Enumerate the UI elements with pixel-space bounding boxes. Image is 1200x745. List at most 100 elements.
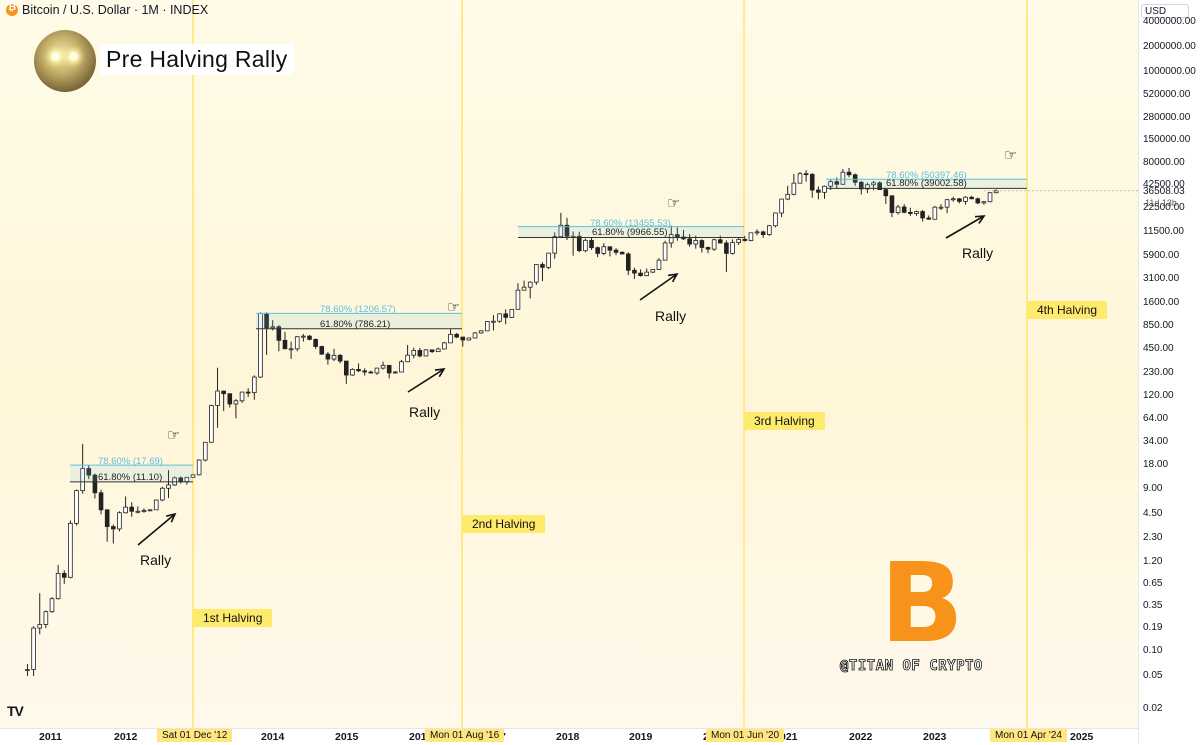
rally-arrow-head [974, 215, 986, 224]
candle-body [803, 173, 809, 176]
candle-body [668, 234, 674, 244]
fib-618-label: 61.80% (786.21) [320, 318, 391, 330]
candle-body [987, 192, 993, 203]
candle-body [558, 224, 564, 238]
price-tick-label: 230.00 [1143, 366, 1174, 378]
price-tick-label: 0.10 [1143, 645, 1163, 657]
rally-arrow-icon [945, 215, 985, 239]
candle-body [331, 354, 337, 360]
halving-date-tag: Sat 01 Dec '12 [157, 729, 233, 742]
tradingview-logo-icon[interactable]: TV [7, 703, 24, 719]
candle-body [239, 391, 245, 402]
halving-label: 4th Halving [1027, 301, 1108, 319]
watermark: @TITAN OF CRYPTO [840, 658, 983, 675]
candle-body [319, 346, 325, 355]
candle-body [423, 349, 429, 357]
pointing-hand-icon: ☞ [447, 298, 460, 316]
candle-body [687, 238, 692, 245]
candle-body [852, 174, 858, 183]
candle-body [497, 313, 502, 322]
candle-body [74, 490, 79, 524]
candle-body [374, 367, 380, 374]
fib-786-label: 78.60% (1206.57) [320, 304, 396, 316]
rally-label: Rally [140, 552, 172, 568]
price-tick-label: 64.00 [1143, 412, 1169, 424]
candle-body [141, 510, 147, 512]
candle-body [656, 259, 662, 270]
candle-body [730, 242, 735, 254]
candle-body [950, 198, 956, 201]
currency-button[interactable]: USD [1141, 4, 1189, 18]
candle-body [822, 185, 827, 193]
candle-body [301, 335, 306, 338]
chart-title: Pre Halving Rally [100, 44, 294, 75]
candle-body [386, 364, 392, 374]
candle-body [37, 624, 43, 629]
rally-arrow-icon [137, 513, 176, 546]
bitcoin-icon [6, 2, 18, 16]
candle-body [68, 522, 73, 578]
candle-body [717, 239, 723, 244]
candle-body [435, 348, 441, 353]
rally-arrow-icon [407, 368, 445, 393]
candle-body [117, 512, 122, 530]
candle-body [754, 231, 760, 234]
price-tick-label: 2000000.00 [1143, 40, 1196, 52]
candle-body [393, 371, 398, 374]
price-tick-label: 150000.00 [1143, 134, 1191, 145]
candle-body [448, 333, 453, 344]
candle-body [460, 336, 466, 341]
candle-body [619, 251, 625, 255]
time-axis[interactable] [0, 728, 1138, 745]
fib-786-label: 78.60% (17.69) [98, 456, 163, 468]
time-axis-label: 2011 [39, 731, 62, 743]
price-tick-label: 280000.00 [1143, 111, 1191, 123]
rally-arrow-head [667, 272, 679, 283]
candle-body [957, 198, 962, 202]
candle-body [626, 253, 631, 271]
candle-body [356, 368, 361, 372]
price-tick-label: 0.35 [1143, 600, 1163, 612]
candle-body [31, 627, 36, 670]
price-tick-label: 9.00 [1143, 483, 1163, 495]
fib-786-label: 78.60% (13455.53) [590, 217, 671, 229]
candle-body [871, 182, 876, 186]
candle-body [809, 173, 815, 191]
halving-date-tag: Mon 01 Aug '16 [425, 729, 505, 742]
candle-body [981, 201, 987, 204]
rally-arrow-head [166, 512, 177, 523]
candle-body [638, 272, 643, 276]
candle-body [442, 342, 447, 350]
avatar-eye-right [69, 52, 78, 61]
candle-body [25, 669, 30, 671]
candle-body [963, 196, 968, 202]
candle-body [534, 264, 539, 283]
fib-zone [826, 179, 1027, 189]
candle-body [576, 235, 582, 252]
pointing-hand-icon: ☞ [167, 426, 180, 444]
candle-body [282, 339, 288, 350]
candle-body [227, 393, 233, 405]
rally-label: Rally [962, 245, 994, 261]
candle-body [846, 171, 852, 176]
price-axis[interactable] [1138, 0, 1200, 744]
candle-body [816, 189, 821, 193]
fib-zone [256, 313, 462, 329]
candle-body [760, 231, 766, 235]
candle-body [190, 474, 196, 478]
candle-body [840, 171, 846, 185]
candle-body [773, 212, 778, 227]
price-tick-label: 120.00 [1143, 390, 1174, 402]
price-chart[interactable]: ☞ ☞ ☞ ☞ [0, 0, 1138, 728]
candle-body [742, 238, 748, 241]
chart-background [0, 0, 1138, 728]
candle-body [80, 468, 85, 492]
symbol-line: Bitcoin / U.S. Dollar · 1M · INDEX [22, 3, 209, 17]
candle-body [883, 189, 889, 197]
time-axis-label: 2019 [629, 731, 653, 743]
bitcoin-logo-icon: B [880, 539, 964, 667]
candle-body [595, 247, 600, 254]
candle-body [202, 441, 208, 461]
candle-body [166, 484, 171, 489]
candle-body [288, 348, 294, 351]
